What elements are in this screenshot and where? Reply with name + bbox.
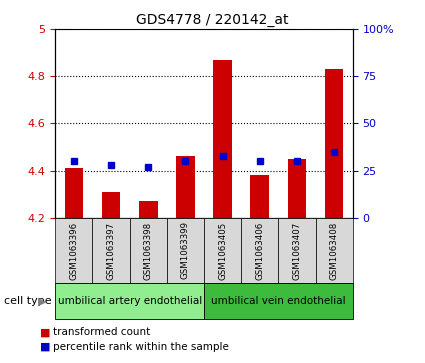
Bar: [204, 218, 241, 283]
Text: GSM1063406: GSM1063406: [255, 221, 264, 280]
Text: GSM1063408: GSM1063408: [330, 221, 339, 280]
Bar: [130, 218, 167, 283]
Text: umbilical vein endothelial: umbilical vein endothelial: [211, 296, 346, 306]
Bar: [250, 175, 269, 218]
Bar: [176, 156, 195, 218]
Text: GSM1063398: GSM1063398: [144, 221, 153, 280]
Bar: [213, 60, 232, 218]
Bar: [288, 159, 306, 218]
Text: GSM1063399: GSM1063399: [181, 221, 190, 280]
Bar: [65, 168, 83, 218]
Text: percentile rank within the sample: percentile rank within the sample: [53, 342, 229, 352]
Bar: [241, 218, 278, 283]
Text: GSM1063407: GSM1063407: [292, 221, 301, 280]
Text: GSM1063396: GSM1063396: [69, 221, 78, 280]
Text: GSM1063397: GSM1063397: [107, 221, 116, 280]
Bar: [204, 283, 353, 319]
Bar: [139, 201, 158, 218]
Text: GDS4778 / 220142_at: GDS4778 / 220142_at: [136, 13, 289, 27]
Bar: [55, 283, 204, 319]
Text: GSM1063405: GSM1063405: [218, 221, 227, 280]
Text: ■: ■: [40, 327, 51, 337]
Text: cell type: cell type: [4, 296, 52, 306]
Bar: [102, 192, 120, 218]
Bar: [325, 69, 343, 218]
Bar: [92, 218, 130, 283]
Bar: [278, 218, 315, 283]
Text: ▶: ▶: [38, 296, 47, 306]
Bar: [167, 218, 204, 283]
Text: transformed count: transformed count: [53, 327, 150, 337]
Text: umbilical artery endothelial: umbilical artery endothelial: [57, 296, 202, 306]
Bar: [315, 218, 353, 283]
Text: ■: ■: [40, 342, 51, 352]
Bar: [55, 218, 92, 283]
